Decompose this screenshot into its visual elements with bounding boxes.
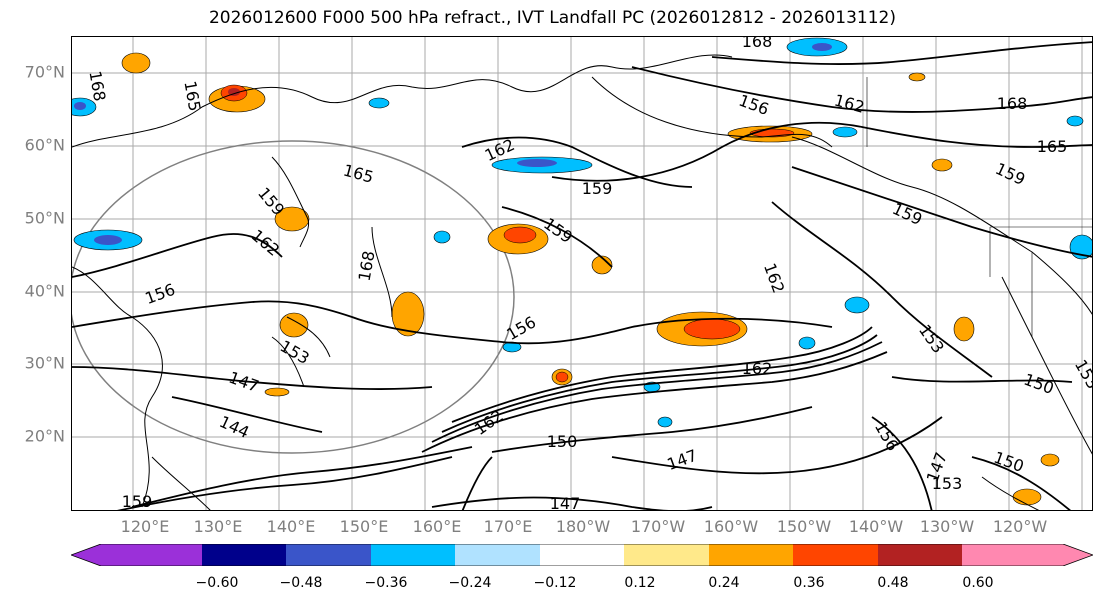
contour-label: 162 — [760, 261, 788, 296]
map-canvas: 168 168 165 156 162 168 165 162 165 159 … — [72, 37, 1092, 511]
contour-label: 144 — [216, 412, 252, 442]
admin-borders — [866, 77, 1092, 337]
colorbar-extend-low — [71, 544, 101, 566]
colorbar-tick-label: 0.12 — [624, 575, 656, 591]
colorbar-tick-label: 0.36 — [793, 575, 825, 591]
colorbar-segment — [101, 544, 203, 566]
contour-label: 162 — [832, 91, 866, 117]
lat-label: 20°N — [24, 426, 65, 446]
lon-label: 180°W — [555, 517, 611, 536]
lon-label: 170°W — [630, 517, 686, 536]
lat-label: 60°N — [24, 135, 65, 155]
colorbar-tick-label: 0.48 — [877, 575, 909, 591]
colorbar-segment — [455, 544, 541, 566]
contour-label: 150 — [1021, 370, 1056, 398]
contour-label: 168 — [997, 94, 1028, 113]
contour-label: 165 — [1037, 137, 1068, 156]
contour-label: 147 — [550, 494, 581, 511]
colorbar-segment — [286, 544, 372, 566]
height-contours — [72, 41, 1092, 510]
graticule — [72, 37, 1092, 510]
colorbar-tick-label: 0.60 — [962, 575, 994, 591]
colorbar-segment — [962, 544, 1064, 566]
lon-label: 160°W — [703, 517, 759, 536]
contour-label: 153 — [915, 321, 948, 357]
coastlines — [72, 54, 1092, 510]
contour-label: 150 — [547, 432, 578, 451]
contour-label: 168 — [355, 249, 379, 282]
colorbar — [71, 544, 1093, 566]
contour-label: 165 — [341, 161, 375, 187]
contour-label: 159 — [889, 199, 925, 229]
contour-label: 156 — [503, 312, 539, 344]
colorbar-segment — [624, 544, 710, 566]
range-circle — [72, 140, 515, 454]
contour-labels: 168 168 165 156 162 168 165 162 165 159 … — [85, 37, 1092, 511]
lat-label: 70°N — [24, 62, 65, 82]
contour-label: 147 — [226, 368, 261, 396]
contour-label: 156 — [871, 418, 903, 454]
colorbar-segment — [709, 544, 794, 566]
colorbar-segment — [371, 544, 456, 566]
contour-label: 156 — [736, 91, 771, 119]
contour-label: 162 — [471, 406, 507, 439]
contour-label: 159 — [582, 179, 613, 198]
contour-label: 159 — [122, 492, 153, 511]
lon-label: 120°E — [120, 517, 170, 536]
lat-label: 30°N — [24, 353, 65, 373]
lon-label: 140°W — [848, 517, 904, 536]
lon-label: 150°W — [776, 517, 832, 536]
lon-label: 150°E — [339, 517, 389, 536]
colorbar-segment — [793, 544, 879, 566]
lon-label: 140°E — [266, 517, 316, 536]
colorbar-segment — [540, 544, 625, 566]
colorbar-extend-high — [1063, 544, 1093, 566]
colorbar-segment — [878, 544, 963, 566]
contour-label: 162 — [248, 226, 284, 260]
map-panel: 168 168 165 156 162 168 165 162 165 159 … — [71, 36, 1093, 511]
map-title: 2026012600 F000 500 hPa refract., IVT La… — [208, 8, 896, 28]
contour-label: 162 — [742, 359, 773, 378]
contour-label: 156 — [143, 280, 178, 308]
lon-label: 130°E — [193, 517, 243, 536]
colorbar-tick-label: −0.60 — [195, 575, 239, 591]
lon-label: 130°W — [919, 517, 975, 536]
contour-label: 168 — [742, 37, 773, 51]
shaded-field — [72, 37, 1092, 506]
colorbar-tick-label: −0.12 — [533, 575, 577, 591]
colorbar-tick-label: −0.24 — [448, 575, 492, 591]
lat-label: 50°N — [24, 208, 65, 228]
lon-label: 120°W — [992, 517, 1048, 536]
contour-label: 168 — [85, 69, 109, 102]
contour-label: 153 — [932, 474, 963, 493]
lon-label: 160°E — [412, 517, 462, 536]
contour-label: 153 — [277, 336, 313, 368]
colorbar-segment — [202, 544, 287, 566]
contour-label: 165 — [180, 79, 204, 112]
contour-label: 159 — [992, 159, 1028, 189]
colorbar-tick-label: 0.24 — [708, 575, 740, 591]
contour-label: 150 — [991, 448, 1026, 476]
lat-label: 40°N — [24, 281, 65, 301]
colorbar-tick-label: −0.48 — [279, 575, 323, 591]
lon-label: 170°E — [483, 517, 533, 536]
colorbar-tick-label: −0.36 — [364, 575, 408, 591]
